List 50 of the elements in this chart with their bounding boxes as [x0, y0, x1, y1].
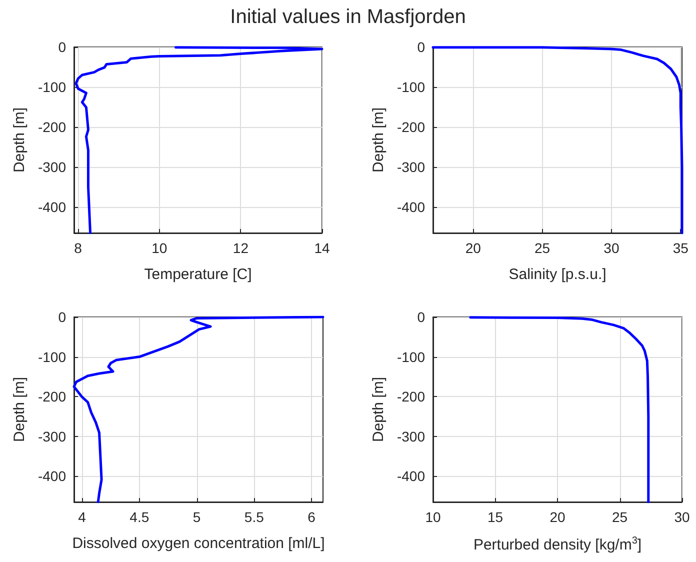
- y-tick-label: 0: [417, 39, 426, 55]
- x-tick-label: 20: [550, 509, 566, 525]
- x-tick-label: 12: [232, 240, 249, 256]
- y-tick-label: -400: [396, 468, 426, 484]
- y-tick-label: 0: [417, 309, 426, 325]
- y-tick-label: -400: [38, 199, 66, 215]
- x-tick-label: 30: [674, 509, 690, 525]
- y-tick-label: -300: [38, 159, 66, 175]
- line-series: [469, 316, 650, 504]
- chart-title: Initial values in Masfjorden: [229, 6, 467, 29]
- y-tick-label: -200: [38, 388, 66, 405]
- x-tick-label: 4.5: [130, 509, 150, 525]
- line-series: [432, 46, 684, 234]
- y-tick-label: -200: [38, 119, 66, 135]
- x-tick-label: 25: [612, 509, 628, 525]
- y-axis-title: Depth [m]: [11, 107, 28, 173]
- x-tick-label: 5.5: [244, 509, 264, 525]
- x-tick-label: 35: [672, 240, 689, 256]
- x-tick-label: 5: [192, 509, 201, 525]
- x-tick-label: 14: [314, 240, 330, 256]
- x-tick-label: 10: [425, 509, 441, 525]
- x-tick-label: 10: [152, 240, 168, 256]
- y-tick-label: -300: [396, 159, 426, 175]
- x-tick-label: 25: [534, 240, 550, 256]
- y-tick-label: -200: [396, 388, 426, 405]
- y-tick-label: -100: [38, 79, 66, 95]
- y-tick-label: -200: [396, 119, 426, 135]
- y-tick-label: -400: [396, 199, 426, 215]
- y-tick-label: 0: [58, 309, 66, 325]
- line-series: [72, 316, 324, 504]
- y-tick-label: -100: [396, 79, 426, 95]
- y-tick-label: -100: [396, 348, 426, 365]
- x-axis-title: Salinity [p.s.u.]: [508, 266, 606, 283]
- y-axis-title: Depth [m]: [11, 376, 28, 442]
- y-tick-label: -300: [396, 428, 426, 444]
- y-tick-label: -300: [38, 428, 66, 444]
- line-series: [74, 46, 324, 234]
- x-axis-title: Temperature [C]: [144, 266, 252, 283]
- x-tick-label: 8: [74, 240, 82, 256]
- x-tick-label: 20: [465, 240, 482, 256]
- x-tick-label: 15: [487, 509, 504, 525]
- y-tick-label: -400: [38, 468, 66, 484]
- x-axis-title: Dissolved oxygen concentration [ml/L]: [72, 535, 325, 552]
- y-axis-title: Depth [m]: [370, 376, 388, 442]
- y-tick-label: 0: [58, 39, 66, 55]
- y-axis-title: Depth [m]: [370, 107, 388, 173]
- x-tick-label: 4: [78, 509, 86, 525]
- x-tick-label: 30: [604, 240, 620, 256]
- y-tick-label: -100: [38, 348, 66, 365]
- x-tick-label: 6: [308, 509, 316, 525]
